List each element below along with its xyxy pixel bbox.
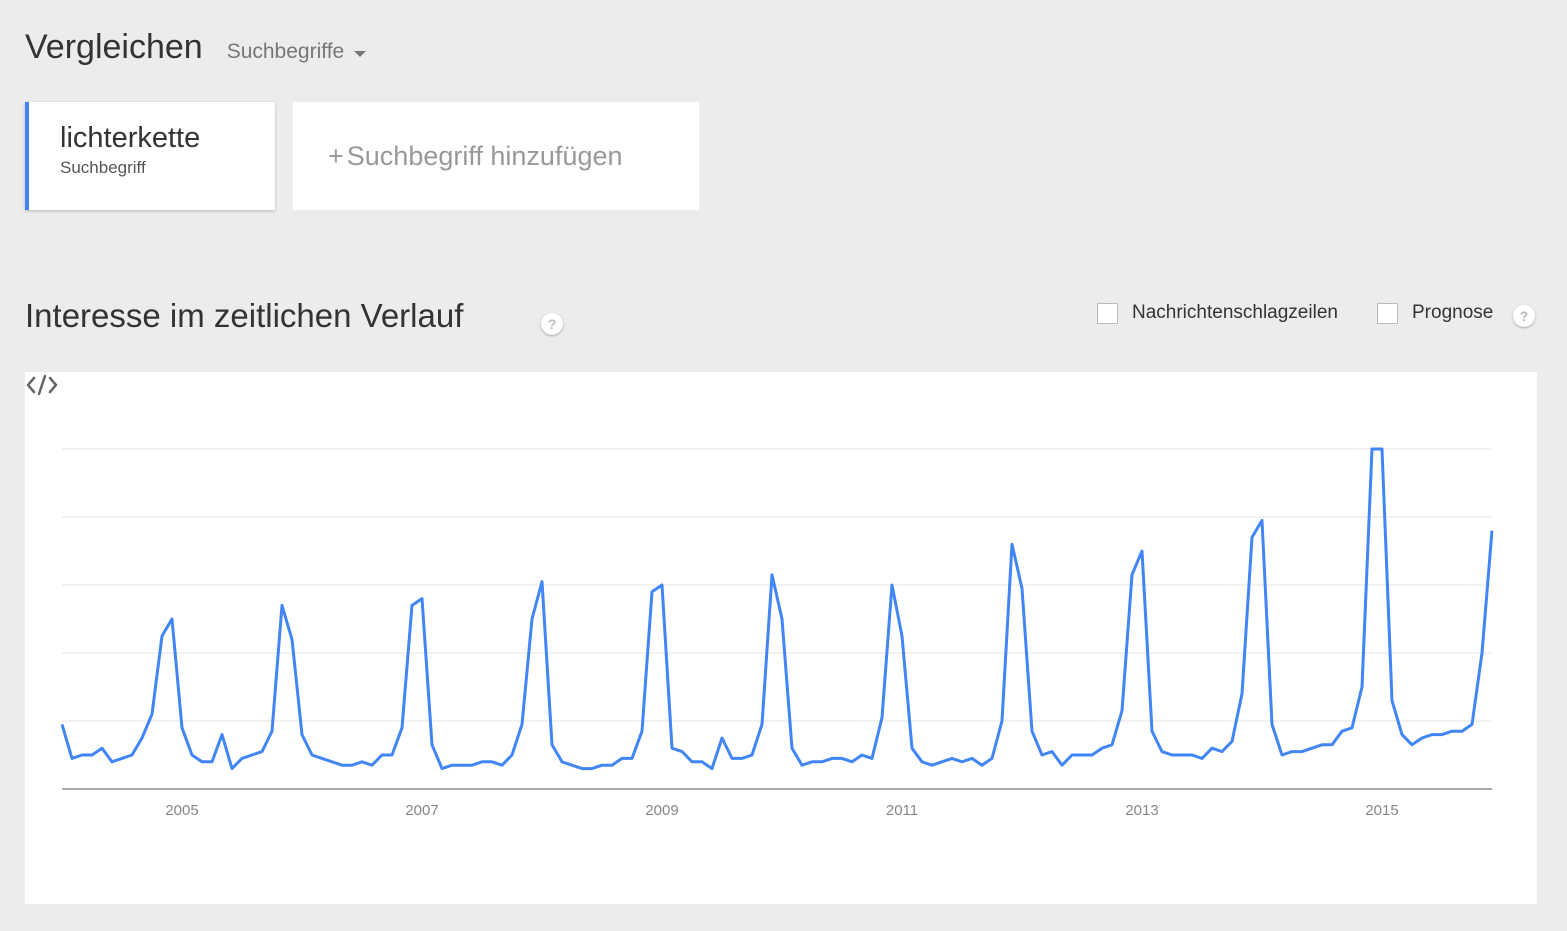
forecast-checkbox[interactable] — [1377, 302, 1398, 324]
forecast-help-icon[interactable]: ? — [1513, 305, 1535, 327]
x-tick-label: 2009 — [645, 802, 678, 819]
option-forecast[interactable]: Prognose — [1377, 302, 1493, 324]
option-news-headlines[interactable]: Nachrichtenschlagzeilen — [1097, 302, 1338, 324]
series-line-lichterkette[interactable] — [60, 447, 1494, 771]
x-tick-label: 2015 — [1365, 802, 1398, 819]
add-search-term-label: Suchbegriff hinzufügen — [346, 140, 623, 171]
help-icon[interactable]: ? — [541, 313, 563, 335]
compare-header: Vergleichen Suchbegriffe — [25, 28, 367, 67]
x-tick-label: 2011 — [886, 802, 918, 819]
chart-svg: 2005 2007 2009 2011 2013 2015 — [60, 447, 1494, 819]
x-tick-label: 2005 — [165, 802, 198, 819]
compare-type-label: Suchbegriffe — [226, 40, 345, 63]
add-search-term-button[interactable]: + Suchbegriff hinzufügen — [293, 102, 699, 210]
page-title: Vergleichen — [25, 28, 203, 66]
x-tick-label: 2013 — [1125, 802, 1158, 819]
news-headlines-label: Nachrichtenschlagzeilen — [1132, 302, 1338, 323]
x-tick-label: 2007 — [405, 802, 438, 819]
plus-icon: + — [328, 140, 344, 171]
search-term-type: Suchbegriff — [60, 158, 146, 177]
caret-down-icon — [354, 51, 367, 57]
search-term-card[interactable]: lichterkette Suchbegriff — [25, 102, 275, 210]
chart-grid — [62, 448, 1492, 722]
code-embed-icon[interactable] — [25, 372, 59, 398]
x-axis: 2005 2007 2009 2011 2013 2015 — [62, 788, 1492, 819]
forecast-label: Prognose — [1412, 302, 1494, 323]
section-title: Interesse im zeitlichen Verlauf — [25, 297, 464, 334]
news-headlines-checkbox[interactable] — [1097, 302, 1118, 324]
interest-over-time-chart: 2005 2007 2009 2011 2013 2015 — [25, 372, 1537, 904]
compare-type-dropdown[interactable]: Suchbegriffe — [227, 40, 367, 64]
search-term-name: lichterkette — [60, 122, 201, 154]
